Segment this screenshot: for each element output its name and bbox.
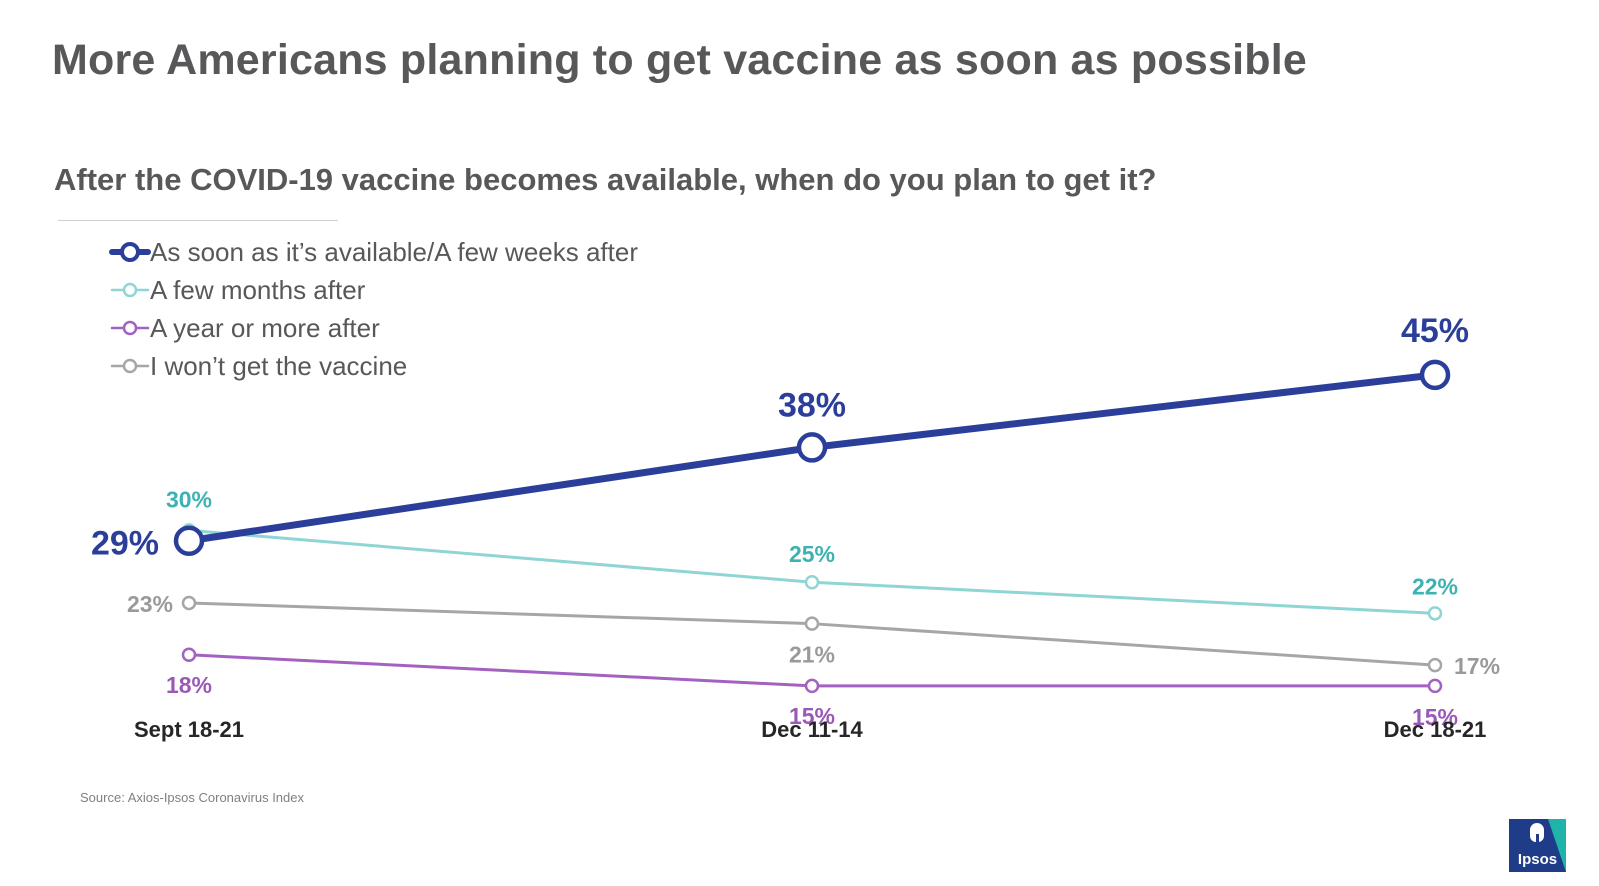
legend-label-1: A few months after xyxy=(150,275,366,305)
x-tick-label-2: Dec 18-21 xyxy=(1384,717,1487,742)
data-point-0-1 xyxy=(796,432,828,463)
chart-subtitle: After the COVID-19 vaccine becomes avail… xyxy=(54,162,1157,197)
data-point-0-0 xyxy=(173,525,205,556)
data-point-0-2 xyxy=(1419,359,1451,391)
data-point-3-1 xyxy=(804,616,820,631)
data-label-0-2: 45% xyxy=(1401,312,1469,350)
data-point-3-0 xyxy=(181,595,197,611)
x-tick-label-1: Dec 11-14 xyxy=(761,717,863,742)
data-point-2-0 xyxy=(181,647,197,663)
data-point-1-2 xyxy=(1427,606,1443,621)
data-label-3-2: 17% xyxy=(1454,653,1500,679)
data-point-2-2 xyxy=(1427,678,1443,694)
data-label-3-0: 23% xyxy=(127,591,173,617)
x-tick-label-0: Sept 18-21 xyxy=(134,717,244,742)
data-label-0-1: 38% xyxy=(778,386,846,424)
data-label-1-1: 25% xyxy=(789,541,835,567)
legend-marker-3 xyxy=(122,358,138,374)
legend-label-0: As soon as it’s available/A few weeks af… xyxy=(150,237,638,267)
logo-text: Ipsos xyxy=(1517,851,1558,868)
ipsos-logo: Ipsos xyxy=(1509,819,1566,872)
data-point-2-1 xyxy=(804,678,820,694)
data-label-2-1: 15% xyxy=(789,703,835,729)
chart-title: More Americans planning to get vaccine a… xyxy=(52,36,1307,84)
legend-marker-0 xyxy=(120,242,140,262)
legend-marker-2 xyxy=(122,320,138,336)
legend-label-3: I won’t get the vaccine xyxy=(150,351,407,381)
data-label-2-0: 18% xyxy=(166,672,212,698)
source-note: Source: Axios-Ipsos Coronavirus Index xyxy=(80,790,304,805)
data-label-2-2: 15% xyxy=(1412,704,1458,730)
subtitle-divider xyxy=(58,220,338,221)
data-label-0-0: 29% xyxy=(91,525,159,563)
data-label-1-2: 22% xyxy=(1412,573,1458,599)
legend-marker-1 xyxy=(122,282,138,298)
data-point-3-2 xyxy=(1427,657,1443,673)
data-label-1-0: 30% xyxy=(166,486,212,512)
legend-label-2: A year or more after xyxy=(150,313,380,343)
data-point-1-1 xyxy=(804,574,820,590)
data-label-3-1: 21% xyxy=(789,642,835,668)
